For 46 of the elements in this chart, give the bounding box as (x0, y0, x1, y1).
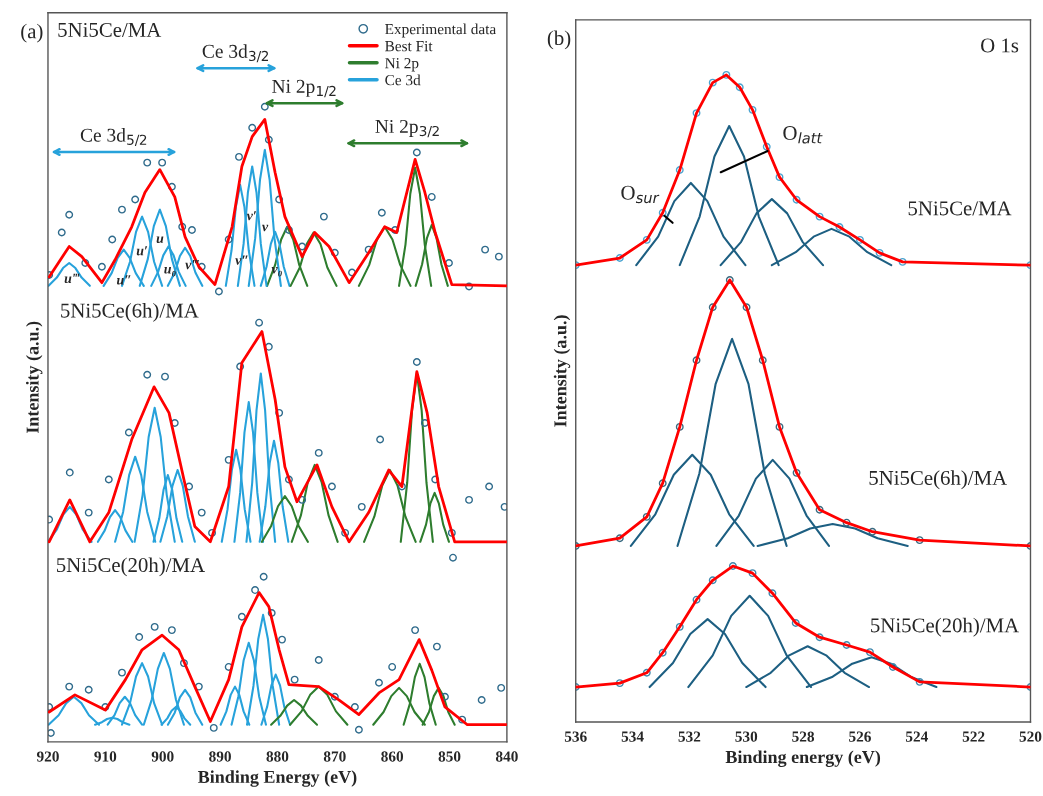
annotation: O$_{latt}$ (783, 126, 823, 144)
x-tick-label: 524 (905, 731, 928, 742)
text: (a) (21, 23, 43, 43)
x-tick-label: 530 (735, 731, 758, 742)
text: (b) (547, 30, 571, 50)
x-tick-label: 532 (678, 731, 701, 742)
annotation: u (156, 236, 164, 243)
x-axis-title: Binding Energy (eV) (197, 770, 357, 787)
x-tick-label: 880 (266, 751, 289, 762)
x-tick-label: 910 (94, 751, 117, 762)
text: 5Ni5Ce/MA (58, 22, 162, 37)
legend-label: Ce 3d (385, 74, 421, 86)
x-tick-label: 860 (381, 751, 404, 762)
annotation: O$_{sur}$ (621, 185, 660, 204)
x-axis-title: Binding energy (eV) (725, 750, 881, 767)
y-axis-title: Intensity (a.u.) (553, 315, 571, 427)
x-tick-label: 900 (151, 751, 174, 762)
x-tick-label: 536 (564, 731, 587, 742)
x-tick-label: 890 (209, 751, 231, 762)
text: Ce 3d$_{3/2}$ (202, 44, 269, 63)
legend-label: Experimental data (385, 23, 496, 38)
annotation: u′ (136, 246, 148, 256)
y-axis-title: Intensity (a.u.) (26, 321, 43, 434)
text: Ni 2p$_{1/2}$ (272, 79, 336, 98)
x-tick-label: 526 (849, 731, 871, 742)
annotation: v (262, 224, 269, 232)
x-tick-label: 534 (621, 731, 644, 742)
x-tick-label: 528 (792, 731, 815, 742)
x-tick-label: 522 (962, 731, 985, 742)
annotation: 5Ni5Ce(20h)/MA (56, 557, 205, 577)
annotation: 5Ni5Ce(6h)/MA (869, 470, 1007, 490)
annotation: 5Ni5Ce(20h)/MA (871, 617, 1020, 637)
legend-label: Ni 2p (385, 58, 419, 72)
annotation: v′ (246, 211, 257, 221)
x-tick-label: 840 (495, 751, 518, 762)
annotation: Ce 3d$_{5/2}$ (80, 128, 147, 147)
x-tick-label: 520 (1019, 731, 1042, 742)
annotation: u‴ (64, 273, 80, 284)
x-tick-label: 850 (438, 751, 461, 762)
annotation: 5Ni5Ce(6h)/MA (61, 302, 199, 322)
legend-label: Best Fit (385, 41, 433, 52)
x-tick-label: 920 (36, 751, 59, 762)
annotation: 5Ni5Ce/MA (908, 201, 1012, 216)
x-tick-label: 870 (323, 751, 346, 762)
text: O 1s (981, 38, 1019, 53)
annotation: Ni 2p$_{3/2}$ (375, 119, 439, 138)
